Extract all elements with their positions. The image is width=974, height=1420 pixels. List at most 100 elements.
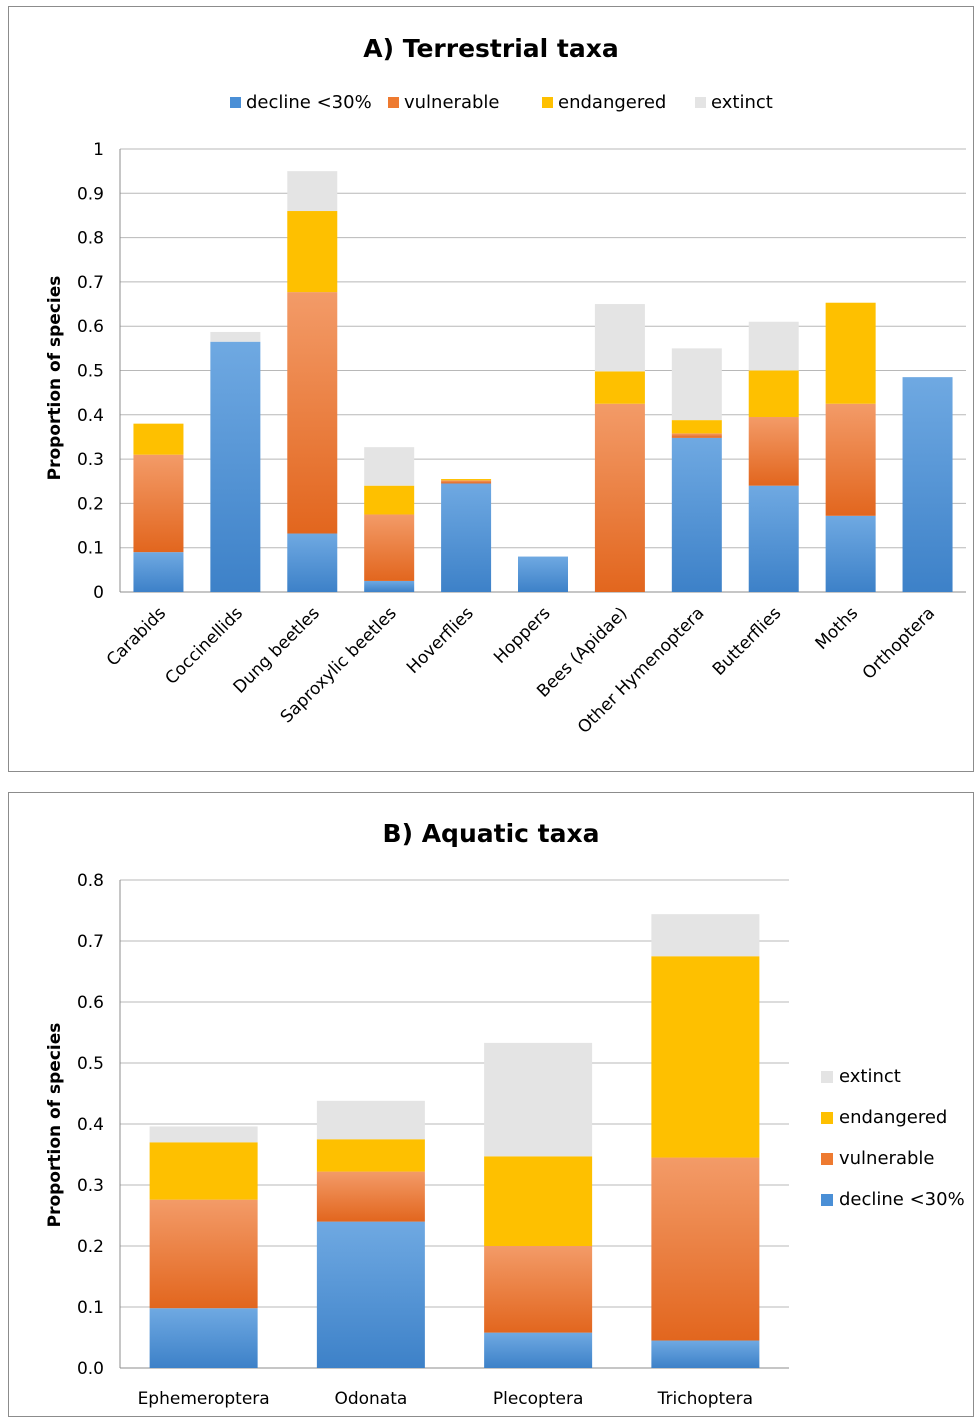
legend-label-endangered: endangered [839,1107,947,1128]
bar-trichoptera-extinct [651,914,760,957]
legend-label-extinct: extinct [711,92,773,113]
y-tick-label: 0.7 [77,273,104,293]
legend-label-decline: decline <30% [839,1189,965,1210]
bar-other-hymenoptera-extinct [671,348,722,421]
y-tick-labels: 0.0 0.1 0.2 0.3 0.4 0.5 0.6 0.7 0.8 [77,871,104,1379]
bar-carabids-decline [133,552,184,592]
y-tick-label: 0.1 [77,539,104,559]
y-axis-label: Proportion of species [45,276,65,481]
bar-dung-beetles-extinct [287,171,338,212]
bar-saproxylic-beetles-decline [364,580,415,592]
y-tick-label: 0.3 [77,1176,104,1196]
category-label: Moths [812,603,863,654]
bar-plecoptera-vulnerable [484,1246,593,1333]
bar-butterflies-vulnerable [748,417,799,486]
y-tick-label: 0.8 [77,871,104,891]
category-label: Orthoptera [859,603,939,683]
bar-dung-beetles-decline [287,533,338,592]
legend: decline <30% vulnerable endangered extinct [230,92,773,113]
bar-butterflies-endangered [748,370,799,418]
y-axis-label: Proportion of species [45,1023,65,1228]
y-tick-label: 0.3 [77,450,104,470]
bar-orthoptera-decline [902,377,953,592]
legend-swatch-endangered [821,1112,833,1124]
bar-odonata-vulnerable [316,1171,425,1222]
bar-saproxylic-beetles-vulnerable [364,514,415,581]
aquatic-chart-panel: B) Aquatic taxa 0.0 0.1 0.2 0.3 0.4 0.5 0.6 0.7… [8,792,974,1417]
category-label: Hoverflies [403,603,478,678]
category-label: Carabids [103,603,170,670]
chart-title: A) Terrestrial taxa [363,34,618,63]
bar-odonata-decline [316,1221,425,1368]
bar-butterflies-extinct [748,321,799,371]
legend-swatch-decline [821,1194,833,1206]
category-label: Other Hymenoptera [574,603,708,737]
y-tick-label: 0.6 [77,317,104,337]
y-tick-label: 0.5 [77,1054,104,1074]
legend: extinct endangered vulnerable decline <30% [821,1066,965,1210]
y-tick-label: 0.0 [77,1359,104,1379]
category-label: Butterflies [709,603,785,679]
y-tick-label: 0.9 [77,184,104,204]
legend-label-vulnerable: vulnerable [839,1148,934,1169]
bar-moths-vulnerable [825,403,876,516]
bar-dung-beetles-endangered [287,211,338,293]
bar-odonata-endangered [316,1139,425,1172]
category-label: Plecoptera [493,1389,584,1409]
bar-butterflies-decline [748,485,799,592]
bar-hoverflies-endangered [441,479,492,481]
y-tick-label: 0.4 [77,406,104,426]
category-label: Trichoptera [657,1389,753,1409]
bar-moths-decline [825,515,876,592]
y-tick-label: 0.4 [77,1115,104,1135]
bar-bees-apidae-extinct [594,304,645,372]
terrestrial-chart-svg: A) Terrestrial taxa decline <30% vulnerab… [45,34,966,738]
terrestrial-chart-panel: A) Terrestrial taxa decline <30% vulnerab… [8,6,974,772]
y-tick-label: 0.6 [77,993,104,1013]
aquatic-chart-svg: B) Aquatic taxa 0.0 0.1 0.2 0.3 0.4 0.5 0.6 0.7… [45,819,965,1409]
bar-saproxylic-beetles-endangered [364,485,415,515]
bar-other-hymenoptera-vulnerable [671,433,722,438]
bar-saproxylic-beetles-extinct [364,447,415,486]
y-tick-label: 0.7 [77,932,104,952]
bar-hoverflies-decline [441,483,492,592]
bar-moths-endangered [825,302,876,404]
category-label: Ephemeroptera [138,1389,270,1409]
bar-trichoptera-decline [651,1340,760,1368]
legend-swatch-vulnerable [388,97,399,108]
bars [149,914,760,1368]
bar-ephemeroptera-vulnerable [149,1199,258,1309]
bar-coccinellids-decline [210,341,261,592]
bar-odonata-extinct [316,1100,425,1140]
y-tick-label: 0 [93,583,104,603]
x-category-labels: Ephemeroptera Odonata Plecoptera Trichopter… [138,1389,754,1409]
legend-swatch-extinct [695,97,706,108]
bar-plecoptera-decline [484,1332,593,1368]
bar-trichoptera-vulnerable [651,1157,760,1341]
bar-plecoptera-endangered [484,1156,593,1246]
y-tick-labels: 0 0.1 0.2 0.3 0.4 0.5 0.6 0.7 0.8 0.9 1 [77,140,104,603]
y-tick-label: 0.2 [77,494,104,514]
category-label: Coccinellids [162,603,247,688]
bar-hoppers-decline [518,556,568,592]
legend-label-decline: decline <30% [246,92,372,113]
gridlines [119,148,966,593]
bar-other-hymenoptera-decline [671,437,722,592]
y-tick-label: 0.2 [77,1237,104,1257]
legend-swatch-decline [230,97,241,108]
bar-ephemeroptera-decline [149,1308,258,1368]
bar-plecoptera-extinct [484,1042,593,1157]
category-label: Odonata [334,1389,407,1409]
bars [133,171,953,592]
category-label: Hoppers [490,603,554,667]
bar-other-hymenoptera-endangered [671,420,722,434]
y-tick-label: 0.1 [77,1298,104,1318]
legend-swatch-vulnerable [821,1153,833,1165]
bar-carabids-endangered [133,423,184,455]
bar-bees-apidae-endangered [594,371,645,404]
legend-label-extinct: extinct [839,1066,901,1087]
y-tick-label: 1 [93,140,104,160]
bar-carabids-vulnerable [133,454,184,553]
bar-hoverflies-vulnerable [441,480,492,484]
